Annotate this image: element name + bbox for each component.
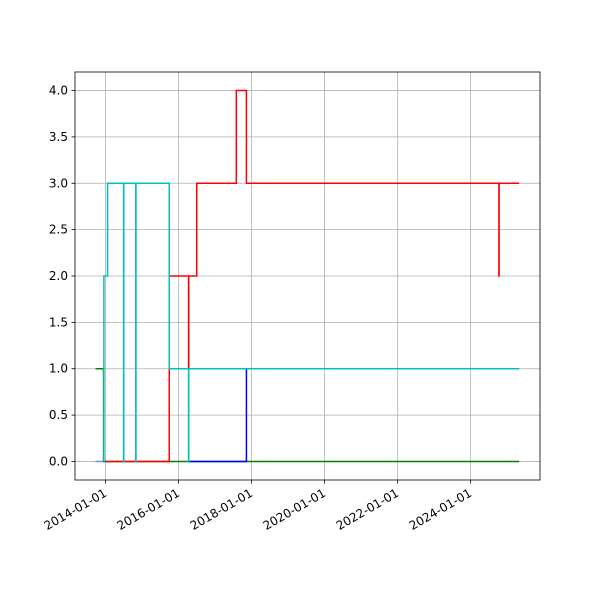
- step-line: [103, 182, 520, 463]
- y-tick-label: 2.0: [49, 269, 68, 283]
- x-tick-label: 2022-01-01: [334, 486, 401, 533]
- x-tick-label: 2024-01-01: [407, 486, 474, 533]
- y-tick-label: 1.0: [49, 362, 68, 376]
- y-tick-label: 4.0: [49, 84, 68, 98]
- y-tick-label: 3.0: [49, 176, 68, 190]
- x-tick-label: 2020-01-01: [261, 486, 328, 533]
- x-tick-label: 2014-01-01: [42, 486, 109, 533]
- x-tick-label: 2018-01-01: [188, 486, 255, 533]
- x-tick-label: 2016-01-01: [115, 486, 182, 533]
- y-tick-label: 3.5: [49, 130, 68, 144]
- y-tick-label: 1.5: [49, 315, 68, 329]
- y-tick-label: 0.5: [49, 408, 68, 422]
- y-tick-label: 2.5: [49, 223, 68, 237]
- plot-frame: [74, 71, 541, 481]
- y-tick-label: 0.0: [49, 454, 68, 468]
- step-line: [105, 89, 520, 463]
